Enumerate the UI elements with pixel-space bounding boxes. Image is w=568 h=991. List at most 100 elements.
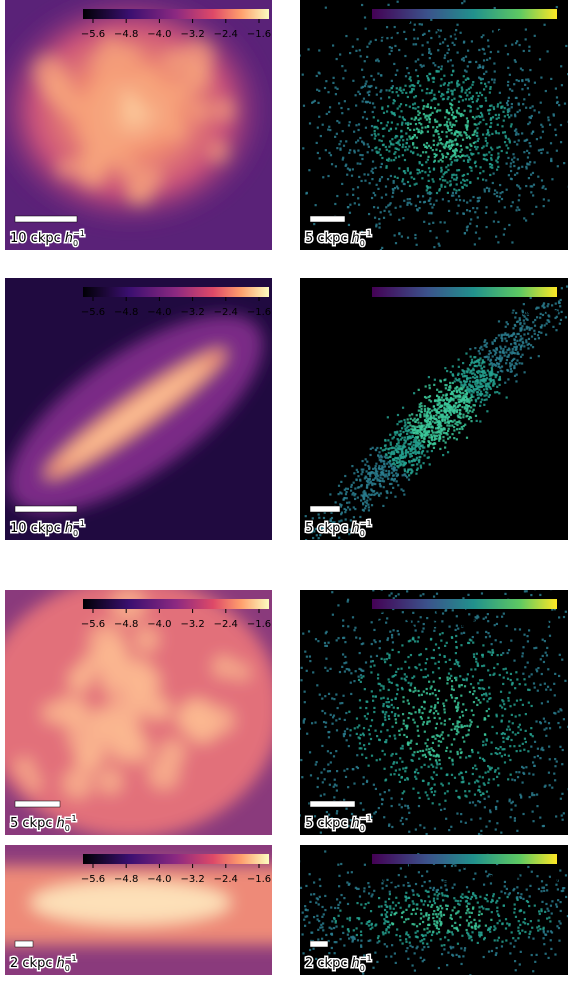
particle xyxy=(374,133,376,135)
particle xyxy=(420,410,422,412)
particle xyxy=(560,798,562,800)
particle xyxy=(301,776,303,778)
particle xyxy=(421,630,423,632)
particle xyxy=(559,654,561,656)
particle xyxy=(488,708,490,710)
particle xyxy=(345,165,347,167)
particle xyxy=(433,630,435,632)
particle xyxy=(407,148,409,150)
particle xyxy=(433,405,435,407)
particle xyxy=(430,19,432,21)
particle xyxy=(367,143,369,145)
particle xyxy=(516,40,518,42)
particle xyxy=(450,183,452,185)
particle xyxy=(499,192,501,194)
particle xyxy=(388,452,390,454)
particle xyxy=(403,442,405,444)
particle xyxy=(444,792,446,794)
colorbar-tick-label: −1.0 xyxy=(507,29,531,40)
particle xyxy=(394,713,396,715)
particle xyxy=(393,63,395,65)
particle xyxy=(520,729,522,731)
particle xyxy=(463,213,465,215)
particle xyxy=(369,482,371,484)
particle xyxy=(547,116,549,118)
particle xyxy=(508,692,510,694)
particle xyxy=(434,662,436,664)
particle xyxy=(397,107,399,109)
particle xyxy=(425,126,427,128)
particle xyxy=(407,169,409,171)
particle xyxy=(523,319,525,321)
particle xyxy=(504,708,506,710)
particle xyxy=(554,129,556,131)
particle xyxy=(501,191,503,193)
particle xyxy=(511,103,513,105)
particle xyxy=(356,38,358,40)
particle xyxy=(391,682,393,684)
particle xyxy=(399,781,401,783)
particle xyxy=(464,375,466,377)
colorbar-tick-label: −4.8 xyxy=(114,874,138,885)
particle xyxy=(423,446,425,448)
particle xyxy=(516,333,518,335)
particle xyxy=(517,168,519,170)
particle xyxy=(458,773,460,775)
particle xyxy=(434,399,436,401)
particle xyxy=(452,609,454,611)
particle xyxy=(450,393,452,395)
particle xyxy=(337,707,339,709)
colorbar-tick-label: −0.5 xyxy=(535,29,559,40)
particle xyxy=(481,665,483,667)
particle xyxy=(451,195,453,197)
particle xyxy=(516,830,518,832)
particle xyxy=(437,698,439,700)
particle xyxy=(477,152,479,154)
particle xyxy=(501,715,503,717)
particle xyxy=(385,194,387,196)
particle xyxy=(439,109,441,111)
particle xyxy=(325,7,327,9)
particle xyxy=(505,136,507,138)
particle xyxy=(519,724,521,726)
particle xyxy=(446,432,448,434)
particle xyxy=(435,438,437,440)
particle xyxy=(509,362,511,364)
particle xyxy=(421,694,423,696)
particle xyxy=(349,204,351,206)
particle xyxy=(504,107,506,109)
particle xyxy=(463,741,465,743)
particle xyxy=(421,131,423,133)
particle xyxy=(384,445,386,447)
particle xyxy=(367,151,369,153)
particle xyxy=(297,824,299,826)
particle xyxy=(491,643,493,645)
particle xyxy=(344,70,346,72)
particle xyxy=(420,669,422,671)
particle xyxy=(457,398,459,400)
particle xyxy=(485,212,487,214)
particle xyxy=(526,590,528,592)
particle xyxy=(315,204,317,206)
particle xyxy=(418,694,420,696)
particle xyxy=(403,89,405,91)
particle xyxy=(391,80,393,82)
particle xyxy=(334,136,336,138)
particle xyxy=(402,611,404,613)
particle xyxy=(464,725,466,727)
particle xyxy=(384,716,386,718)
particle xyxy=(519,327,521,329)
particle xyxy=(470,420,472,422)
particle xyxy=(390,251,392,253)
particle xyxy=(510,162,512,164)
particle xyxy=(442,738,444,740)
particle xyxy=(483,73,485,75)
particle xyxy=(426,794,428,796)
particle xyxy=(431,657,433,659)
particle xyxy=(390,441,392,443)
particle xyxy=(540,102,542,104)
particle xyxy=(473,409,475,411)
particle xyxy=(438,189,440,191)
particle xyxy=(455,192,457,194)
particle xyxy=(484,190,486,192)
